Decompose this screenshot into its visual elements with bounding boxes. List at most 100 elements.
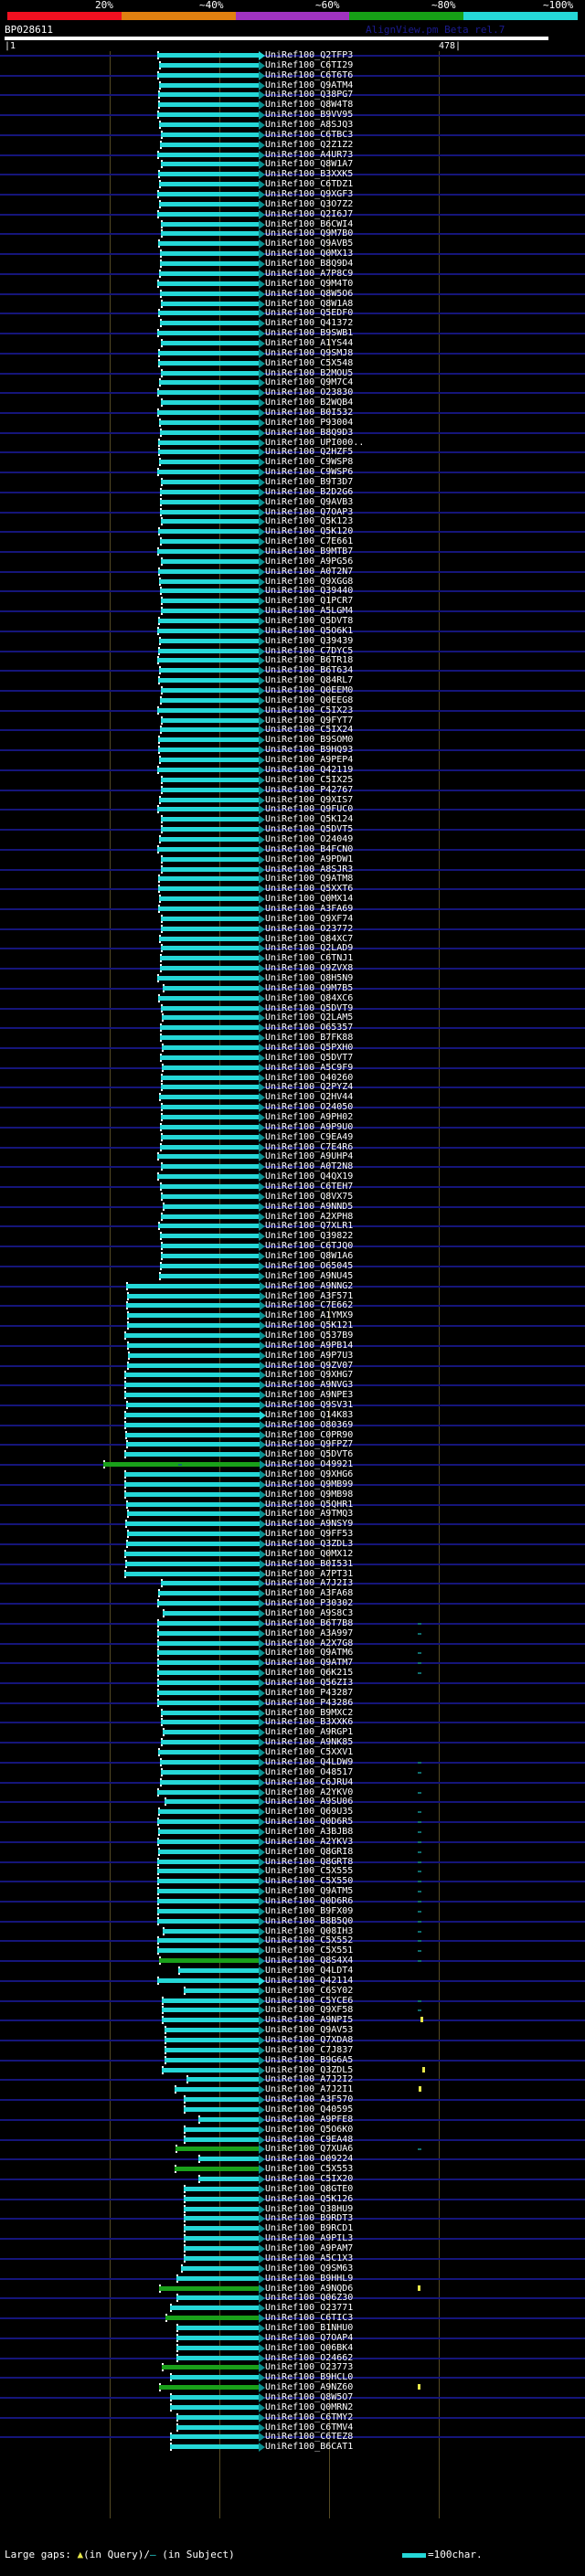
hit-id-label[interactable]: UniRef100_Q9SM63 bbox=[265, 2263, 354, 2274]
alignment-row[interactable]: UniRef100_B2D2G6 bbox=[0, 487, 585, 498]
alignment-row[interactable]: UniRef100_Q8VX75 bbox=[0, 1192, 585, 1203]
hit-id-label[interactable]: UniRef100_Q38HU9 bbox=[265, 2203, 354, 2214]
hsp-bar[interactable] bbox=[163, 1928, 259, 1934]
hit-id-label[interactable]: UniRef100_C9WSP6 bbox=[265, 467, 354, 478]
hsp-bar[interactable] bbox=[163, 985, 259, 991]
hsp-bar[interactable] bbox=[157, 1660, 259, 1666]
hsp-bar[interactable] bbox=[184, 2186, 259, 2191]
alignment-row[interactable]: UniRef100_Q9AVB5 bbox=[0, 239, 585, 249]
hsp-bar[interactable] bbox=[127, 1293, 261, 1299]
hsp-bar[interactable] bbox=[176, 2295, 259, 2301]
hit-id-label[interactable]: UniRef100_Q40595 bbox=[265, 2104, 354, 2115]
hit-id-label[interactable]: UniRef100_Q2I6J7 bbox=[265, 208, 354, 219]
alignment-row[interactable]: UniRef100_B9RDT3 bbox=[0, 2213, 585, 2224]
hit-id-label[interactable]: UniRef100_C6TI29 bbox=[265, 59, 354, 70]
hsp-bar[interactable] bbox=[160, 1025, 259, 1031]
hit-id-label[interactable]: UniRef100_O65357 bbox=[265, 1023, 354, 1034]
hit-id-label[interactable]: UniRef100_Q69U35 bbox=[265, 1807, 354, 1818]
alignment-row[interactable]: UniRef100_Q4QX19 bbox=[0, 1171, 585, 1182]
hit-id-label[interactable]: UniRef100_C6T6T6 bbox=[265, 69, 354, 80]
hsp-bar[interactable] bbox=[160, 321, 259, 326]
hsp-bar[interactable] bbox=[157, 1630, 259, 1636]
alignment-row[interactable]: UniRef100_B9T3D7 bbox=[0, 477, 585, 488]
hit-id-label[interactable]: UniRef100_O23771 bbox=[265, 2303, 354, 2314]
hit-id-label[interactable]: UniRef100_Q3ZDL3 bbox=[265, 1539, 354, 1549]
hit-id-label[interactable]: UniRef100_A7J2I3 bbox=[265, 1578, 354, 1589]
hit-id-label[interactable]: UniRef100_C6SY02 bbox=[265, 1985, 354, 1996]
alignment-row[interactable]: UniRef100_A9PG56 bbox=[0, 557, 585, 567]
hsp-bar[interactable] bbox=[158, 440, 259, 445]
alignment-row[interactable]: UniRef100_C6TNJ1 bbox=[0, 953, 585, 964]
hit-id-label[interactable]: UniRef100_A9PAM7 bbox=[265, 2243, 354, 2254]
alignment-row[interactable]: UniRef100_B9HCL0 bbox=[0, 2372, 585, 2383]
alignment-row[interactable]: UniRef100_Q9M4T0 bbox=[0, 279, 585, 290]
hit-id-label[interactable]: UniRef100_Q9AVB5 bbox=[265, 239, 354, 249]
alignment-row[interactable]: UniRef100_Q9MB98 bbox=[0, 1489, 585, 1500]
hit-id-label[interactable]: UniRef100_B9HHL9 bbox=[265, 2273, 354, 2284]
alignment-row[interactable]: UniRef100_Q9XHG6 bbox=[0, 1469, 585, 1480]
hit-id-label[interactable]: UniRef100_C7DYC5 bbox=[265, 645, 354, 656]
alignment-row[interactable]: UniRef100_Q38HU9 bbox=[0, 2203, 585, 2215]
hit-id-label[interactable]: UniRef100_Q9XHG7 bbox=[265, 1370, 354, 1381]
hit-id-label[interactable]: UniRef100_Q84XC6 bbox=[265, 992, 354, 1003]
hsp-bar[interactable] bbox=[159, 797, 259, 802]
hsp-bar[interactable] bbox=[160, 956, 259, 961]
alignment-row[interactable]: UniRef100_P43287 bbox=[0, 1688, 585, 1699]
hsp-bar[interactable] bbox=[160, 697, 259, 703]
alignment-row[interactable]: UniRef100_B9HHL9 bbox=[0, 2274, 585, 2284]
alignment-row[interactable]: UniRef100_Q84XC7 bbox=[0, 934, 585, 945]
alignment-row[interactable]: UniRef100_Q2I6J7 bbox=[0, 208, 585, 220]
alignment-row[interactable]: UniRef100_Q9SMJ8 bbox=[0, 348, 585, 359]
hsp-bar[interactable] bbox=[160, 142, 259, 147]
hsp-bar[interactable] bbox=[157, 628, 259, 633]
hit-id-label[interactable]: UniRef100_A7J2I2 bbox=[265, 2074, 354, 2085]
alignment-row[interactable]: UniRef100_Q9XF58 bbox=[0, 2005, 585, 2016]
hsp-bar[interactable] bbox=[170, 2404, 259, 2410]
hsp-bar[interactable] bbox=[158, 1224, 259, 1229]
hsp-bar[interactable] bbox=[157, 281, 259, 286]
hsp-bar[interactable] bbox=[162, 2365, 259, 2370]
hit-id-label[interactable]: UniRef100_C5IX23 bbox=[265, 705, 354, 716]
hsp-bar[interactable] bbox=[198, 2116, 259, 2122]
hsp-bar[interactable] bbox=[161, 400, 259, 406]
hsp-bar[interactable] bbox=[158, 1750, 259, 1755]
hsp-bar[interactable] bbox=[159, 380, 259, 386]
hsp-bar[interactable] bbox=[157, 470, 259, 475]
hsp-bar[interactable] bbox=[158, 906, 259, 911]
hit-id-label[interactable]: UniRef100_Q0MX12 bbox=[265, 1548, 354, 1559]
hit-id-label[interactable]: UniRef100_Q4LDW9 bbox=[265, 1756, 354, 1767]
hit-id-label[interactable]: UniRef100_Q9ZVX8 bbox=[265, 963, 354, 974]
hsp-bar[interactable] bbox=[170, 2394, 259, 2400]
alignment-row[interactable]: UniRef100_Q9XHG7 bbox=[0, 1370, 585, 1381]
alignment-row[interactable]: UniRef100_Q8W1A8 bbox=[0, 299, 585, 310]
hsp-bar[interactable] bbox=[162, 2008, 259, 2013]
alignment-row[interactable]: UniRef100_Q2TFP3 bbox=[0, 50, 585, 61]
hsp-bar[interactable] bbox=[176, 2335, 259, 2340]
hit-id-label[interactable]: UniRef100_Q5O6K0 bbox=[265, 2124, 354, 2135]
hsp-bar[interactable] bbox=[198, 2177, 259, 2182]
hsp-bar[interactable] bbox=[162, 1998, 259, 2003]
hsp-bar[interactable] bbox=[161, 916, 259, 921]
hsp-bar[interactable] bbox=[158, 1591, 259, 1596]
alignment-row[interactable]: UniRef100_Q2LAM5 bbox=[0, 1012, 585, 1023]
alignment-row[interactable]: UniRef100_Q42114 bbox=[0, 1976, 585, 1987]
hit-id-label[interactable]: UniRef100_A3FA69 bbox=[265, 903, 354, 914]
hit-id-label[interactable]: UniRef100_A4UR73 bbox=[265, 149, 354, 160]
hsp-bar[interactable] bbox=[157, 846, 259, 852]
hsp-bar[interactable] bbox=[127, 1313, 261, 1319]
hsp-bar[interactable] bbox=[127, 1362, 261, 1368]
alignment-row[interactable]: UniRef100_B6CWI4 bbox=[0, 219, 585, 230]
alignment-row[interactable]: UniRef100_C6T6T6 bbox=[0, 69, 585, 81]
hsp-bar[interactable] bbox=[160, 1035, 259, 1041]
alignment-row[interactable]: UniRef100_A9NND5 bbox=[0, 1202, 585, 1213]
alignment-row[interactable]: UniRef100_Q06BK4 bbox=[0, 2343, 585, 2354]
alignment-row[interactable]: UniRef100_Q9SM63 bbox=[0, 2263, 585, 2274]
hit-id-label[interactable]: UniRef100_A9PB14 bbox=[265, 1340, 354, 1351]
hsp-bar[interactable] bbox=[159, 896, 259, 902]
hit-id-label[interactable]: UniRef100_Q9FF53 bbox=[265, 1529, 354, 1540]
hit-id-label[interactable]: UniRef100_Q8GRT8 bbox=[265, 1856, 354, 1867]
hit-id-label[interactable]: UniRef100_B9MTB7 bbox=[265, 546, 354, 557]
hsp-bar[interactable] bbox=[157, 1650, 259, 1656]
hsp-bar[interactable] bbox=[157, 658, 259, 663]
hsp-bar[interactable] bbox=[159, 2285, 259, 2291]
